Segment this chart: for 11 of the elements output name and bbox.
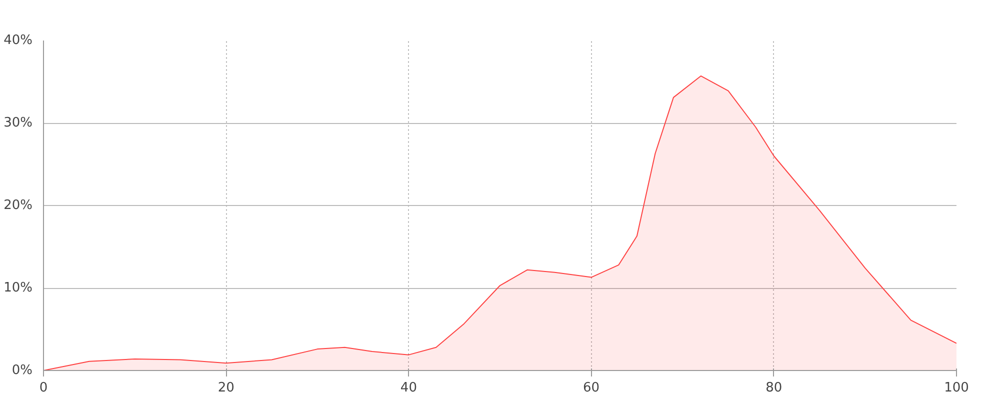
y-tick-label: 30%: [4, 116, 33, 130]
y-tick-label: 40%: [4, 33, 33, 48]
x-tick-label: 80: [766, 380, 782, 396]
x-tick-label: 60: [583, 380, 600, 396]
y-tick-label: 20%: [4, 198, 33, 213]
x-tick-label: 20: [218, 380, 234, 396]
x-tick-label: 100: [944, 380, 969, 396]
y-tick-label: 10%: [4, 280, 33, 296]
x-tick-label: 40: [400, 380, 417, 396]
x-tick-label: 0: [39, 380, 48, 396]
y-tick-label: 0%: [12, 363, 32, 378]
